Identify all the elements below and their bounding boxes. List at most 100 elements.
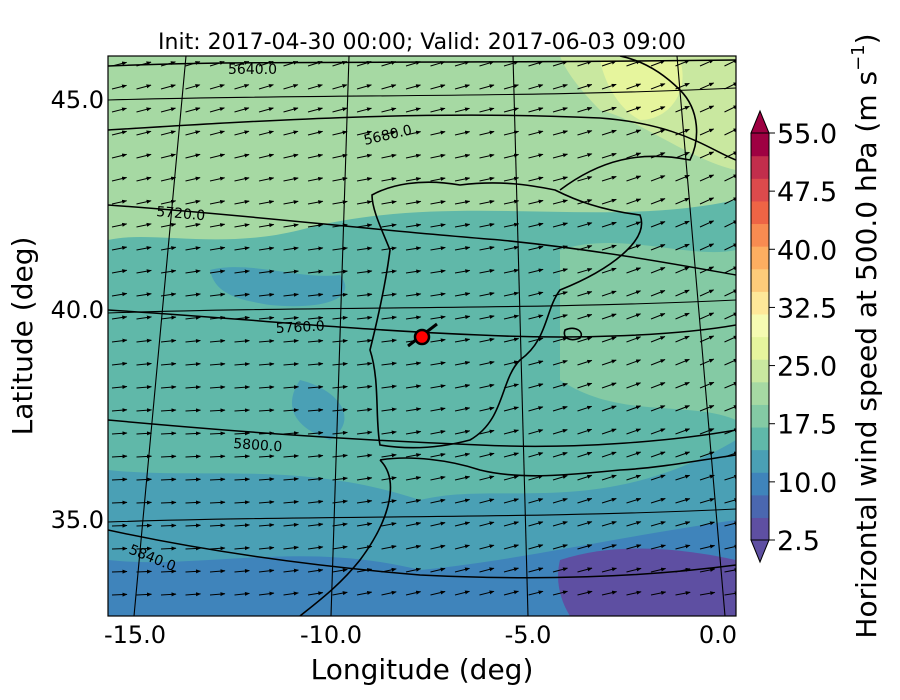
wind-arrow [503,360,520,366]
wind-arrow [626,590,642,596]
wind-arrow [258,153,275,159]
wind-arrow [552,60,568,67]
wind-arrow [601,474,617,481]
wind-field-east-band [560,242,736,420]
wind-arrow [381,223,397,228]
wind-arrow [577,497,593,504]
wind-arrow [209,130,225,136]
wind-arrow [307,499,324,504]
wind-arrow [577,153,593,159]
wind-arrow [332,568,348,573]
wind-arrow [528,245,544,251]
wind-arrow [601,221,617,228]
wind-arrow [258,591,275,596]
wind-arrow [160,500,177,505]
wind-arrow [675,544,691,550]
wind-arrow [528,314,544,320]
wind-arrow [185,408,201,413]
wind-arrow [136,153,152,159]
wind-arrow [307,591,324,596]
wind-arrow [454,475,471,481]
wind-arrow [234,569,250,574]
wind-arrow [111,569,128,574]
wind-arrow [675,197,690,205]
wind-arrow [356,107,372,113]
wind-arrow [283,200,299,205]
wind-arrow [577,544,593,550]
wind-arrow [626,198,642,205]
wind-arrow [258,200,275,205]
wind-arrow [552,406,568,412]
wind-arrow [528,61,544,67]
wind-arrow [577,199,593,205]
wind-arrow [454,176,471,182]
wind-arrow [699,335,715,343]
wind-arrow [405,107,421,113]
wind-arrow [209,477,226,482]
wind-arrow [650,83,666,90]
wind-arrow [209,569,226,574]
wind-arrow [209,246,226,251]
wind-arrow [503,153,520,159]
wind-arrow [234,84,250,90]
wind-arrow [650,474,666,481]
wind-arrow [552,199,568,205]
wind-arrow [430,430,446,435]
wind-arrow [454,107,470,113]
wind-arrow [332,384,348,389]
wind-arrow [356,522,373,527]
wind-arrow [111,338,128,343]
wind-arrow [381,384,397,389]
wind-arrow [234,176,250,182]
wind-arrow [650,221,666,228]
wind-arrow [650,60,666,67]
wind-arrow [528,544,544,550]
wind-arrow [356,60,372,67]
map-frame [107,55,737,617]
contour-label-5760: 5760.0 [275,318,325,337]
wind-arrow [503,590,519,596]
wind-arrow [283,408,299,413]
wind-arrow [503,130,520,136]
wind-arrow [160,385,177,390]
wind-arrow [185,246,201,251]
wind-arrow [626,106,642,113]
wind-arrow [650,290,666,297]
wind-arrow [626,83,642,90]
colorbar-band [751,200,769,225]
wind-arrow [650,428,666,435]
colorbar-tick-label: 40.0 [777,235,837,266]
wind-arrow [503,567,519,573]
wind-arrow [650,451,666,458]
wind-vectors [111,59,736,597]
contour-label-5720: 5720.0 [156,204,206,224]
wind-arrow [111,222,128,228]
wind-arrow [160,362,177,367]
wind-arrow [381,476,397,481]
wind-arrow [160,61,176,67]
wind-arrow [454,153,471,159]
wind-arrow [675,220,690,228]
wind-arrow [552,498,568,504]
wind-arrow [405,269,422,274]
coastlines [299,56,736,616]
wind-arrow [111,477,128,482]
wind-arrow [185,454,201,459]
wind-arrow [405,84,421,90]
chart-title: Init: 2017-04-30 00:00; Valid: 2017-06-0… [158,30,686,55]
wind-arrow [185,84,201,90]
wind-arrow [479,337,495,343]
wind-arrow [528,360,544,366]
wind-arrow [577,83,593,90]
wind-arrow [528,406,544,412]
colorbar-band [751,178,769,202]
wind-arrow [111,592,128,597]
wind-arrow [111,176,128,182]
wind-arrow [356,223,373,228]
wind-arrow [577,567,593,573]
wind-arrow [650,106,666,113]
wind-arrow [307,60,323,67]
wind-arrow [356,315,373,320]
wind-arrow [111,269,128,274]
wind-arrow [626,567,642,573]
